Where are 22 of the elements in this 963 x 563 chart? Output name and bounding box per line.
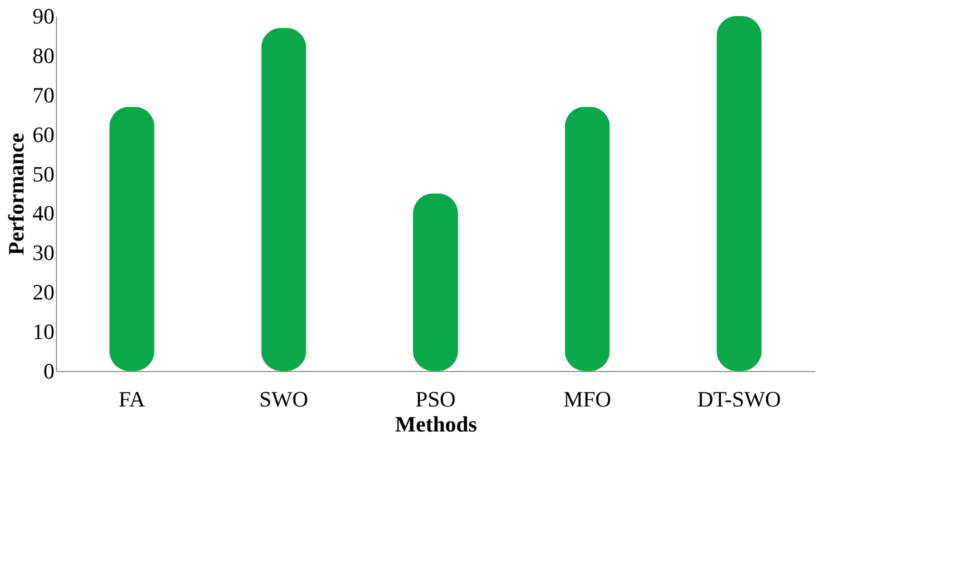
bar bbox=[716, 16, 762, 371]
bar bbox=[564, 106, 610, 371]
x-tick-label: MFO bbox=[563, 386, 612, 412]
bar bbox=[413, 194, 458, 371]
y-tick-label: 70 bbox=[32, 82, 54, 108]
x-tick-label: PSO bbox=[415, 386, 456, 412]
x-tick-label: SWO bbox=[259, 386, 308, 412]
y-tick-label: 40 bbox=[32, 200, 54, 226]
y-tick-label: 30 bbox=[32, 240, 54, 266]
y-tick-label: 50 bbox=[32, 161, 54, 186]
x-tick-label: FA bbox=[118, 386, 146, 412]
x-axis-title: Methods bbox=[395, 412, 478, 436]
y-tick-label: 60 bbox=[32, 122, 54, 147]
x-tick-label: DT-SWO bbox=[697, 386, 781, 412]
bar bbox=[109, 106, 154, 371]
y-tick-label: 90 bbox=[32, 4, 54, 28]
bar bbox=[261, 28, 306, 371]
y-axis-title: Performance bbox=[4, 132, 28, 256]
y-tick-label: 0 bbox=[44, 358, 54, 384]
y-tick-label: 20 bbox=[32, 280, 54, 305]
y-tick-label: 10 bbox=[32, 319, 54, 344]
y-tick-label: 80 bbox=[32, 42, 54, 68]
